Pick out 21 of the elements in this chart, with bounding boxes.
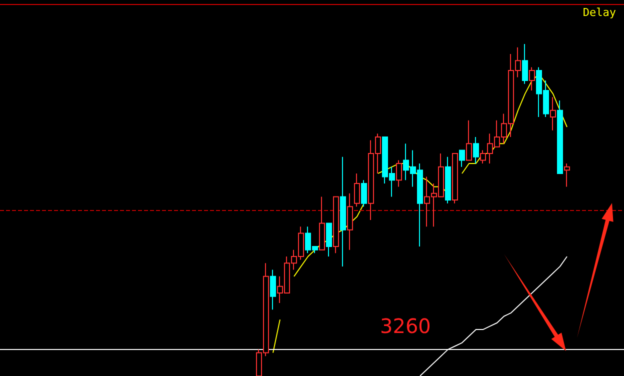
candlestick — [333, 196, 339, 254]
candlestick — [354, 172, 360, 208]
candlestick — [340, 156, 346, 267]
candlestick — [347, 192, 353, 250]
candlestick — [473, 136, 479, 164]
candlestick — [557, 100, 563, 174]
candlestick — [326, 222, 332, 257]
candlestick — [361, 180, 367, 208]
candlestick — [396, 160, 402, 188]
candlestick — [466, 120, 472, 161]
candlestick — [529, 66, 535, 91]
annotation: 3260 — [380, 314, 431, 338]
candlestick — [270, 269, 276, 310]
candlestick — [522, 44, 528, 84]
candlestick — [550, 96, 556, 131]
candlestick — [459, 150, 465, 168]
candlestick — [319, 196, 325, 250]
candlestick — [452, 153, 458, 204]
candlestick — [564, 163, 570, 188]
candlestick — [445, 156, 451, 204]
text: Delay — [582, 6, 616, 19]
